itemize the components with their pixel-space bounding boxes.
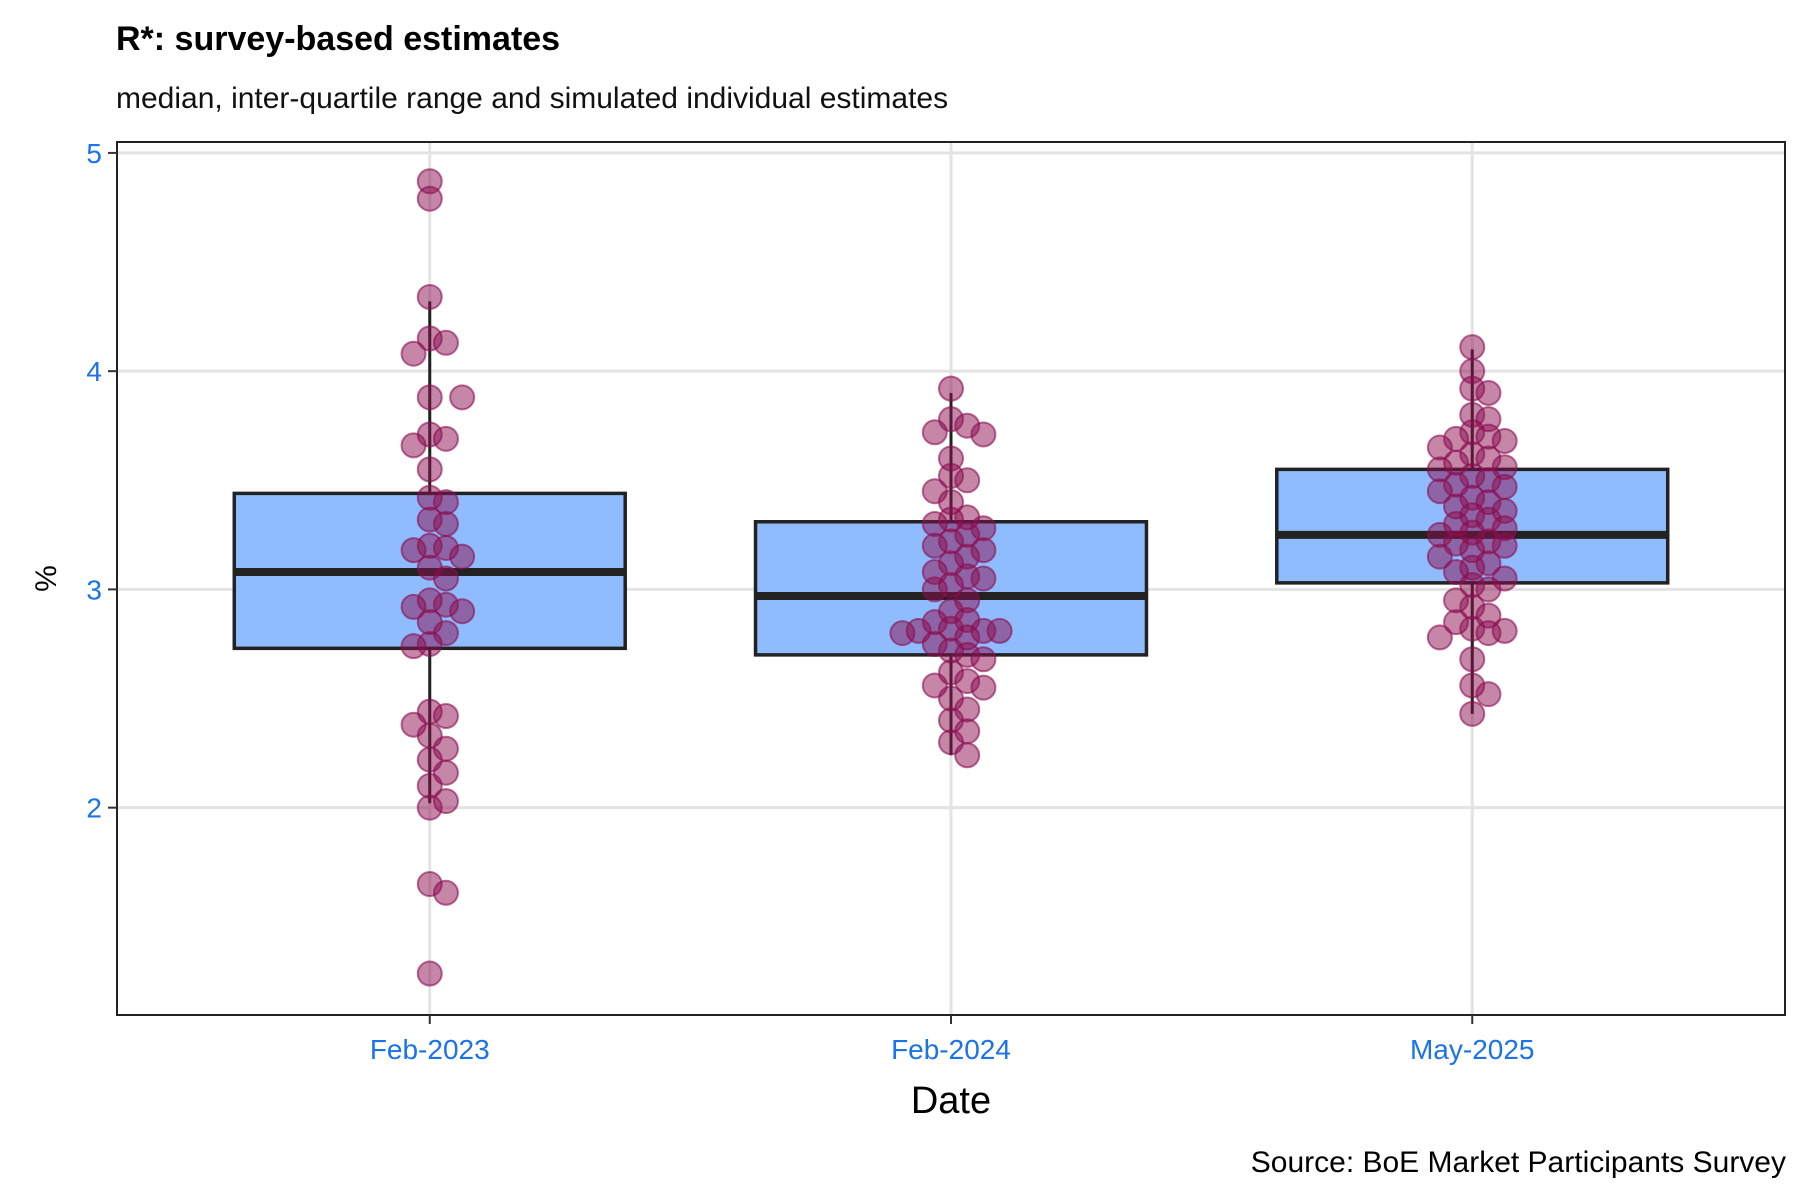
chart-caption: Source: BoE Market Participants Survey: [1251, 1146, 1786, 1179]
estimate-point: [1475, 620, 1502, 647]
estimate-point: [921, 576, 948, 603]
estimate-point: [970, 674, 997, 701]
point-layer: [400, 168, 1518, 987]
y-tick-label: 3: [86, 574, 102, 605]
estimate-point: [449, 384, 476, 411]
estimate-point: [1475, 576, 1502, 603]
estimate-point: [1459, 334, 1486, 361]
estimate-point: [432, 879, 459, 906]
estimate-point: [400, 432, 427, 459]
estimate-point: [416, 185, 443, 212]
chart-subtitle: median, inter-quartile range and simulat…: [116, 82, 948, 115]
estimate-point: [432, 329, 459, 356]
estimate-point: [400, 633, 427, 660]
x-tick-label: Feb-2024: [891, 1034, 1011, 1065]
estimate-point: [1426, 478, 1453, 505]
axis-ticks: 2 3 4 5 Feb-2023 Feb-2024 May-2025: [86, 138, 1534, 1065]
estimate-point: [400, 593, 427, 620]
estimate-point: [416, 456, 443, 483]
estimate-point: [954, 742, 981, 769]
estimate-point: [954, 467, 981, 494]
estimate-point: [970, 565, 997, 592]
estimate-point: [416, 794, 443, 821]
estimate-point: [970, 646, 997, 673]
estimate-point: [449, 598, 476, 625]
estimate-point: [432, 510, 459, 537]
estimate-point: [1426, 624, 1453, 651]
estimate-point: [400, 537, 427, 564]
estimate-point: [1491, 428, 1518, 455]
estimate-point: [938, 375, 964, 402]
estimate-point: [1459, 646, 1486, 673]
estimate-point: [449, 543, 476, 570]
estimate-point: [1491, 532, 1518, 559]
estimate-point: [921, 532, 948, 559]
estimate-point: [970, 421, 997, 448]
estimate-point: [416, 283, 443, 310]
x-tick-label: Feb-2023: [370, 1034, 490, 1065]
estimate-point: [921, 419, 948, 446]
y-axis-title: %: [30, 565, 63, 592]
estimate-point: [1426, 543, 1453, 570]
estimate-point: [432, 565, 459, 592]
estimate-point: [1475, 681, 1502, 708]
estimate-point: [889, 620, 916, 647]
estimate-point: [400, 340, 427, 367]
y-tick-label: 2: [86, 793, 102, 824]
estimate-point: [432, 425, 459, 452]
estimate-point: [1475, 379, 1502, 406]
x-axis-title: Date: [911, 1080, 991, 1122]
x-tick-label: May-2025: [1410, 1034, 1535, 1065]
estimate-point: [986, 617, 1013, 644]
y-tick-label: 5: [86, 138, 102, 169]
chart-title: R*: survey-based estimates: [116, 20, 560, 58]
estimate-point: [416, 384, 443, 411]
estimate-point: [1459, 700, 1486, 727]
estimate-point: [432, 702, 459, 729]
estimate-point: [416, 960, 443, 987]
y-tick-label: 4: [86, 356, 102, 387]
